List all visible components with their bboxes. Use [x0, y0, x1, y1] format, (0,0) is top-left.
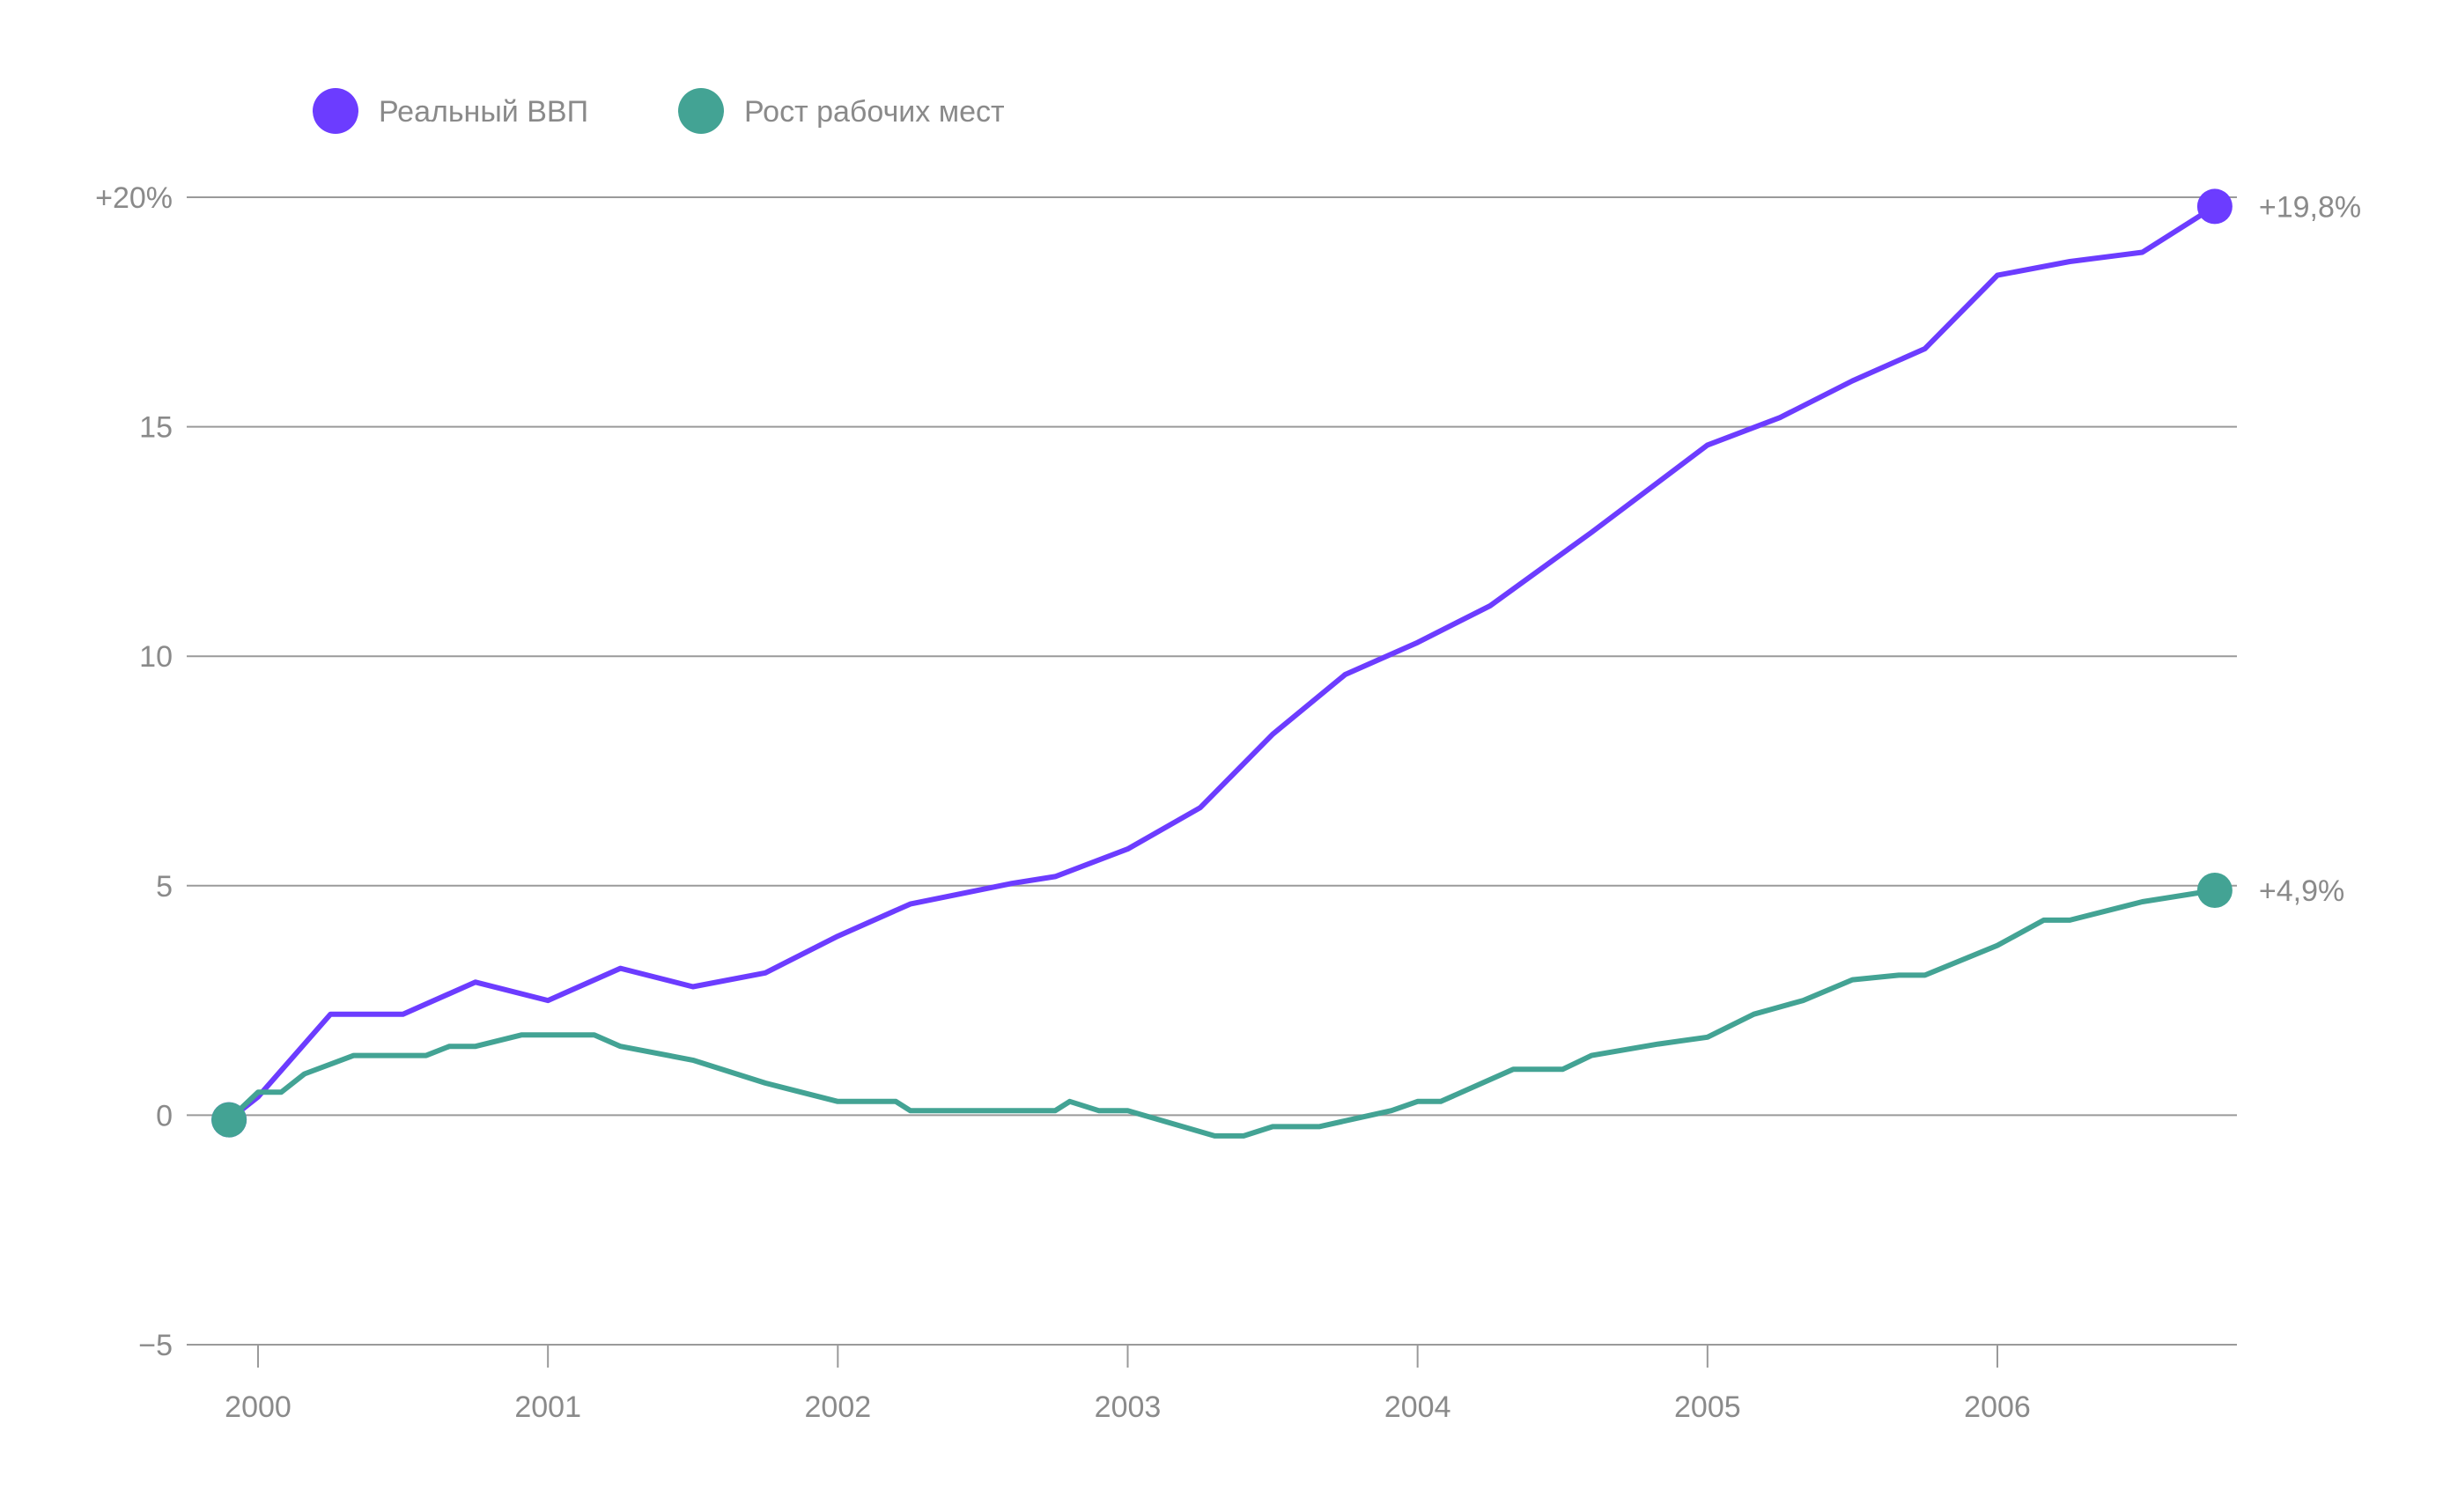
- legend-swatch: [313, 88, 358, 134]
- y-axis: +20% 15 10 5 0 −5: [95, 181, 173, 1362]
- series-group: +19,8% +4,9%: [211, 188, 2361, 1139]
- x-axis: 2000 2001 2002 2003 2004 2005 2006: [225, 1345, 2031, 1424]
- x-tick-label: 2000: [225, 1390, 292, 1424]
- y-tick-label: 15: [139, 411, 173, 445]
- legend: Реальный ВВП Рост рабочих мест: [313, 88, 1005, 134]
- legend-label: Реальный ВВП: [379, 95, 588, 129]
- legend-item-gdp: Реальный ВВП: [313, 88, 588, 134]
- y-tick-label: −5: [138, 1329, 173, 1362]
- gridlines: [187, 196, 2237, 1346]
- end-value-label: +19,8%: [2259, 190, 2361, 224]
- x-tick-label: 2006: [1964, 1390, 2031, 1424]
- series-gdp: +19,8%: [211, 188, 2361, 1138]
- legend-label: Рост рабочих мест: [744, 95, 1005, 129]
- y-tick-label: +20%: [95, 181, 173, 215]
- y-tick-label: 5: [156, 870, 173, 904]
- series-line-gdp: [226, 203, 2218, 1123]
- legend-swatch: [678, 88, 724, 134]
- start-point-marker: [211, 1102, 247, 1138]
- y-tick-label: 10: [139, 640, 173, 674]
- series-line-jobs: [226, 888, 2218, 1139]
- y-tick-label: 0: [156, 1099, 173, 1132]
- x-tick-label: 2005: [1674, 1390, 1741, 1424]
- series-jobs: +4,9%: [211, 873, 2344, 1139]
- end-point-marker: [2196, 873, 2233, 909]
- x-tick-label: 2001: [514, 1390, 581, 1424]
- end-point-marker: [2196, 188, 2233, 225]
- x-tick-label: 2004: [1384, 1390, 1451, 1424]
- end-value-label: +4,9%: [2259, 874, 2344, 908]
- legend-item-jobs: Рост рабочих мест: [678, 88, 1005, 134]
- x-tick-label: 2002: [805, 1390, 872, 1424]
- x-tick-label: 2003: [1095, 1390, 1162, 1424]
